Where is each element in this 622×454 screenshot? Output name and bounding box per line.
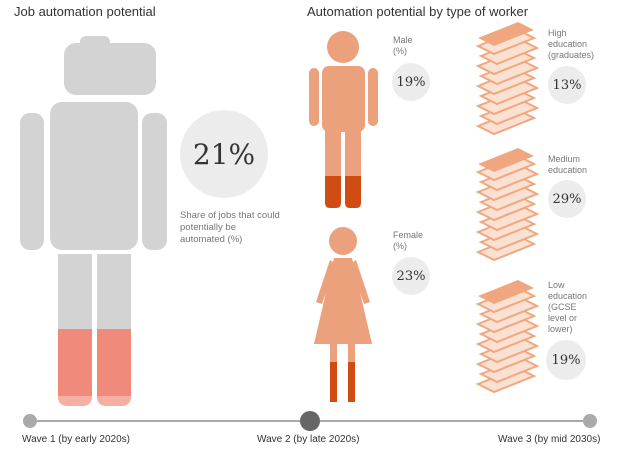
book-cover-icon: [478, 280, 534, 304]
wave-1-dot[interactable]: [23, 414, 37, 428]
female-value-badge: 23%: [392, 257, 430, 295]
wave-3-label[interactable]: Wave 3 (by mid 2030s): [498, 434, 601, 445]
wave-1-label[interactable]: Wave 1 (by early 2020s): [22, 434, 131, 445]
medium-education-label: Medium education: [548, 154, 588, 175]
low-education-label: Low education (GCSE level or lower): [548, 280, 588, 334]
female-label: Female (%): [393, 230, 424, 251]
book-cover-icon: [478, 22, 534, 46]
overall-caption: Share of jobs that could potentially be …: [180, 210, 280, 245]
wave-timeline: [23, 411, 597, 431]
male-label: Male (%): [393, 35, 413, 56]
female-figure-icon: [314, 227, 372, 402]
high-education-books-icon: [475, 22, 540, 136]
medium-education-value-badge: 29%: [548, 180, 586, 218]
male-value-badge: 19%: [392, 63, 430, 101]
high-education-value: 13%: [552, 77, 582, 93]
male-figure-icon: [309, 31, 378, 208]
overall-value-badge: 21%: [180, 110, 268, 198]
overall-value: 21%: [192, 137, 256, 171]
worker-type-title: Automation potential by type of worker: [307, 4, 529, 19]
wave-3-dot[interactable]: [583, 414, 597, 428]
low-education-value: 19%: [551, 352, 581, 368]
book-cover-icon: [478, 148, 534, 172]
female-value: 23%: [396, 268, 426, 284]
job-automation-title: Job automation potential: [14, 4, 156, 19]
medium-education-value: 29%: [552, 191, 582, 207]
male-value: 19%: [396, 74, 426, 90]
robot-icon: [20, 36, 167, 406]
low-education-books-icon: [475, 280, 540, 394]
high-education-label: High education (graduates): [548, 28, 595, 60]
wave-2-label[interactable]: Wave 2 (by late 2020s): [257, 434, 360, 445]
low-education-value-badge: 19%: [546, 340, 586, 380]
high-education-value-badge: 13%: [548, 66, 586, 104]
medium-education-books-icon: [475, 148, 540, 262]
wave-2-dot[interactable]: [300, 411, 320, 431]
